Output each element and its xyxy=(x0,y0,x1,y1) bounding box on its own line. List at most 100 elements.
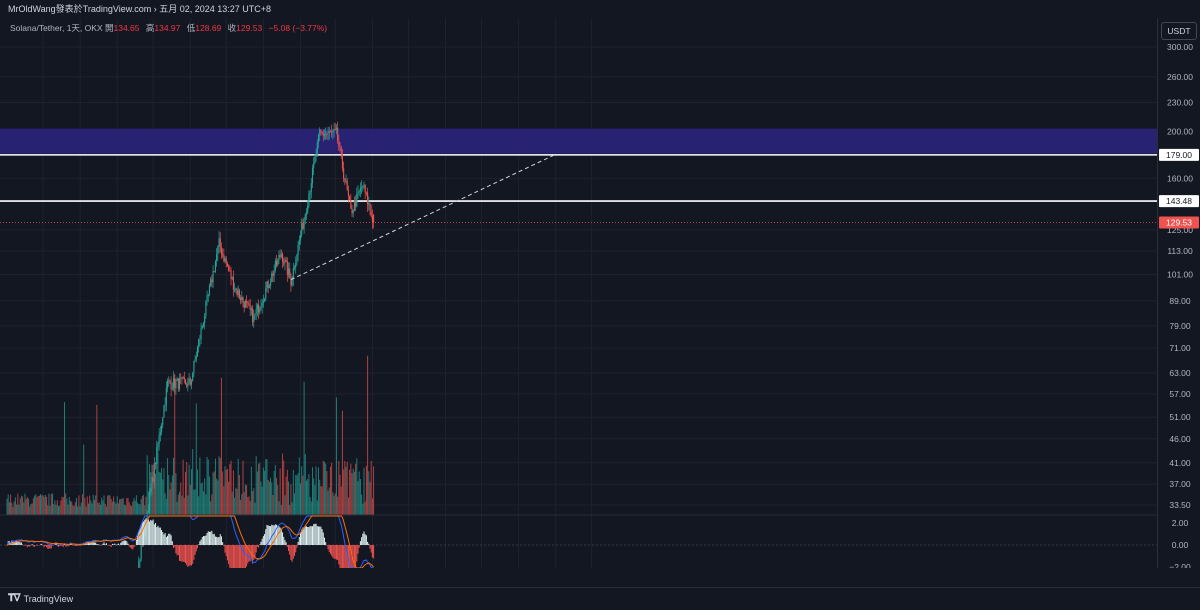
price-axis[interactable]: 300.00 260.00 230.00 200.00 160.00 125.00 113.… xyxy=(1157,18,1200,572)
candle-body xyxy=(371,215,373,223)
macd-histogram-bar xyxy=(326,545,328,546)
candle-body xyxy=(255,309,257,314)
volume-bar xyxy=(323,461,325,515)
macd-histogram-bar xyxy=(301,529,303,545)
volume-bar xyxy=(368,471,370,515)
volume-bar xyxy=(370,460,372,515)
volume-bar xyxy=(292,469,294,515)
candle-body xyxy=(220,247,222,255)
macd-histogram-bar xyxy=(29,545,31,547)
macd-histogram-bar xyxy=(30,544,32,546)
macd-histogram-bar xyxy=(235,545,237,568)
candle-body xyxy=(283,261,285,264)
macd-histogram-bar xyxy=(16,540,18,545)
close-value: 129.53 xyxy=(236,23,263,33)
macd-histogram-bar xyxy=(152,519,154,545)
candle-body xyxy=(358,191,360,193)
volume-bar xyxy=(325,463,327,515)
volume-bar xyxy=(265,458,267,515)
macd-histogram-bar xyxy=(28,545,30,547)
candle-body xyxy=(299,235,302,240)
candle-body xyxy=(231,277,233,279)
macd-histogram-bar xyxy=(208,531,210,545)
macd-histogram-bar xyxy=(258,545,260,548)
candle-body xyxy=(346,181,348,191)
volume-bar xyxy=(193,489,195,515)
candle-body xyxy=(206,295,208,302)
macd-histogram-bar xyxy=(309,525,311,545)
currency-button[interactable]: USDT xyxy=(1161,22,1197,40)
volume-bar xyxy=(340,486,342,515)
candle-body xyxy=(189,378,191,385)
macd-histogram-bar xyxy=(218,537,220,545)
volume-bar xyxy=(145,496,147,515)
macd-histogram-bar xyxy=(244,545,246,568)
chart-plot-area[interactable]: 七月八月九月十月十一月十二月2024二月三月四月五月六月七月八月九月十月 xyxy=(0,18,1157,610)
macd-histogram-bar xyxy=(17,541,19,545)
price-chart[interactable]: 七月八月九月十月十一月十二月2024二月三月四月五月六月七月八月九月十月 xyxy=(0,18,1157,610)
candle-body xyxy=(367,192,369,205)
volume-bar xyxy=(105,506,107,515)
volume-bar xyxy=(38,495,40,515)
volume-bar xyxy=(113,496,115,515)
candle-body xyxy=(298,239,300,245)
macd-histogram-bar xyxy=(193,545,195,560)
volume-bar xyxy=(165,498,167,515)
price-tag-label: 179.00 xyxy=(1166,150,1192,160)
macd-histogram-bar xyxy=(230,545,232,568)
macd-histogram-bar xyxy=(317,526,319,545)
macd-histogram-bar xyxy=(306,526,307,545)
volume-bar xyxy=(280,505,282,515)
volume-bar xyxy=(332,492,334,515)
candle-body xyxy=(190,380,193,385)
volume-bar xyxy=(56,500,58,515)
volume-bar xyxy=(74,502,76,515)
macd-histogram-bar xyxy=(167,535,169,545)
candle-body xyxy=(345,181,347,183)
candle-body xyxy=(261,303,263,307)
volume-bar xyxy=(208,476,210,515)
candle-body xyxy=(193,361,195,373)
volume-bar xyxy=(238,475,240,515)
macd-histogram-bar xyxy=(103,542,105,545)
volume-bar xyxy=(175,473,177,515)
macd-histogram-bar xyxy=(138,531,140,545)
macd-histogram-bar xyxy=(40,544,42,545)
price-axis-label: 37.00 xyxy=(1169,479,1191,489)
volume-bar xyxy=(341,410,343,515)
macd-histogram-bar xyxy=(158,527,160,545)
macd-histogram-bar xyxy=(72,545,74,546)
macd-histogram-bar xyxy=(113,544,115,545)
resistance-zone xyxy=(0,128,1157,154)
macd-histogram-bar xyxy=(335,545,337,560)
volume-bar xyxy=(131,506,133,515)
volume-bar xyxy=(80,502,82,515)
macd-histogram-bar xyxy=(52,545,54,546)
volume-bar xyxy=(302,475,304,515)
volume-bar xyxy=(277,484,279,515)
candle-body xyxy=(322,132,324,136)
volume-bar xyxy=(8,502,10,515)
volume-bar xyxy=(268,481,270,515)
volume-bar xyxy=(199,457,201,515)
candle-body xyxy=(264,298,266,301)
volume-bar xyxy=(363,467,365,515)
macd-histogram-bar xyxy=(140,524,142,545)
macd-histogram-bar xyxy=(34,545,36,547)
volume-bar xyxy=(73,505,75,515)
macd-histogram-bar xyxy=(182,545,184,562)
volume-bar xyxy=(96,404,98,515)
macd-axis-label: −2.00 xyxy=(1169,562,1191,568)
macd-histogram-bar xyxy=(303,527,305,545)
macd-histogram-bar xyxy=(109,545,111,547)
macd-histogram-bar xyxy=(173,545,175,549)
candle-body xyxy=(156,446,158,465)
volume-bar xyxy=(373,466,375,515)
candle-body xyxy=(165,387,167,405)
volume-bar xyxy=(327,490,329,515)
volume-bar xyxy=(254,502,256,515)
macd-histogram-bar xyxy=(55,543,57,545)
price-axis-label: 230.00 xyxy=(1167,98,1193,108)
volume-bar xyxy=(321,486,323,515)
macd-histogram-bar xyxy=(74,545,76,547)
